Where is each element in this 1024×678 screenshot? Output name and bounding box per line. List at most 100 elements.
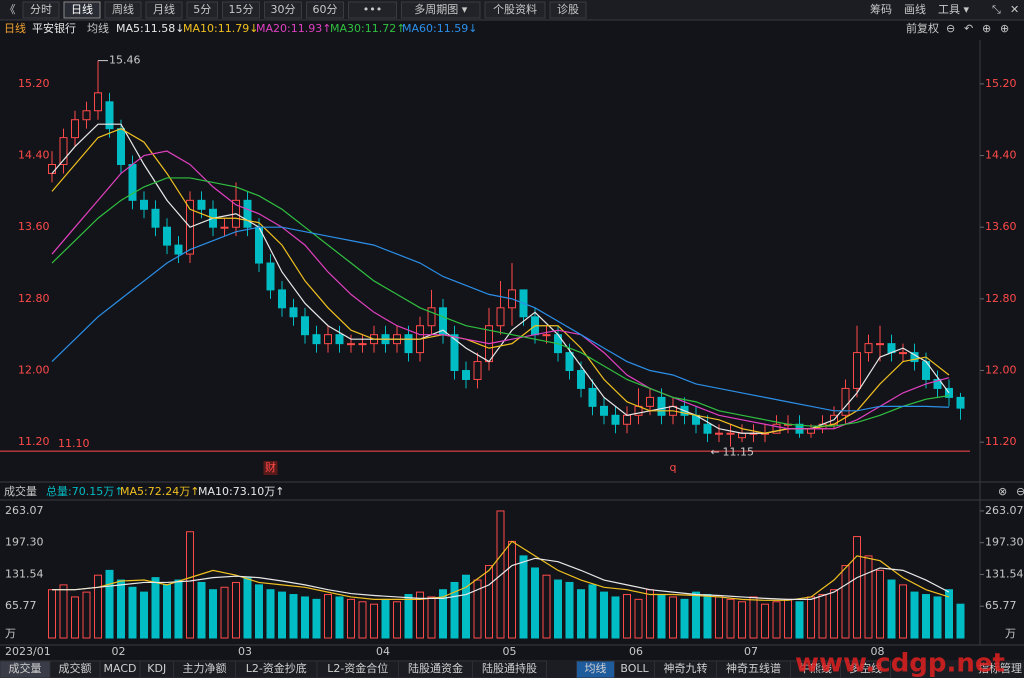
event-marker-bg[interactable] xyxy=(263,461,278,475)
volume-bar xyxy=(370,603,378,639)
volume-bar xyxy=(853,536,861,639)
candle-body xyxy=(772,423,781,434)
adjust-label[interactable]: 前复权 xyxy=(906,21,939,35)
header-icon[interactable]: ⊕ xyxy=(1000,22,1009,35)
tab-label[interactable]: 多空线 xyxy=(849,661,882,675)
volume-bar xyxy=(692,591,700,639)
volume-bar xyxy=(312,598,321,639)
tab[interactable] xyxy=(840,660,891,678)
header-icon[interactable]: ⊖ xyxy=(946,22,955,35)
toolbar-button-label[interactable]: 诊股 xyxy=(557,2,579,16)
toolbar-right-button[interactable]: 筹码 xyxy=(870,2,892,16)
toolbar-button-label[interactable]: 《 xyxy=(5,3,16,16)
candle-body xyxy=(140,199,148,210)
toolbar-button[interactable] xyxy=(63,1,101,19)
toolbar-button[interactable] xyxy=(186,1,218,19)
tab-label[interactable]: 神奇九转 xyxy=(664,661,708,675)
toolbar-button[interactable] xyxy=(104,1,142,19)
toolbar-icon[interactable]: ⤡ xyxy=(992,3,1001,16)
toolbar-button-label[interactable]: 5分 xyxy=(193,3,211,16)
toolbar-button[interactable] xyxy=(401,1,481,19)
volume-bar xyxy=(703,594,712,639)
toolbar-button-label[interactable]: 多周期图 ▾ xyxy=(414,2,467,16)
tab-label[interactable]: L2-资金合位 xyxy=(327,661,388,675)
toolbar-button-label[interactable]: 周线 xyxy=(112,2,134,16)
volume-bar xyxy=(554,579,562,639)
ma-legend: MA20:11.93↑ xyxy=(256,22,331,35)
candle-body xyxy=(956,396,965,409)
y-tick-label: 12.00 xyxy=(985,364,1017,377)
toolbar-button[interactable] xyxy=(222,1,260,19)
toolbar-button[interactable] xyxy=(484,1,546,19)
toolbar-button[interactable] xyxy=(264,1,302,19)
header-icon[interactable]: ↶ xyxy=(964,22,973,35)
volume-bar xyxy=(450,581,459,639)
volume-bar xyxy=(669,596,677,639)
toolbar-button[interactable] xyxy=(306,1,344,19)
toolbar-button[interactable] xyxy=(348,1,397,19)
watermark: www.cdgp.net xyxy=(795,649,1005,678)
header-icon[interactable]: ⊕ xyxy=(982,22,991,35)
stock-name: 平安银行 xyxy=(32,21,76,35)
toolbar-button[interactable] xyxy=(549,1,587,19)
toolbar-button[interactable] xyxy=(145,1,183,19)
tab-label[interactable]: 神奇五线谱 xyxy=(726,661,781,675)
toolbar-right-button[interactable]: 工具 ▾ xyxy=(938,3,969,16)
tab-label[interactable]: 成交量 xyxy=(9,661,42,675)
event-marker[interactable]: q xyxy=(670,461,677,474)
tab-label[interactable]: MACD xyxy=(104,662,137,675)
volume-title: 成交量 xyxy=(4,484,37,498)
ma-legend: MA5:72.24万↑ xyxy=(120,485,199,498)
header-icon[interactable]: ⊖ xyxy=(1016,485,1024,498)
candle-body xyxy=(404,334,413,354)
event-marker[interactable]: 财 xyxy=(265,460,276,474)
y-tick-label: 12.00 xyxy=(18,364,50,377)
toolbar-button-label[interactable]: 60分 xyxy=(313,3,338,16)
candle-body xyxy=(243,199,252,228)
volume-bar xyxy=(531,567,539,639)
volume-bar xyxy=(163,584,171,639)
toolbar-button-label[interactable]: 15分 xyxy=(229,3,254,16)
header-icon[interactable]: ⊗ xyxy=(998,485,1007,498)
ma-label[interactable]: 均线 xyxy=(87,21,109,35)
volume-bar xyxy=(140,591,148,639)
candle-body xyxy=(738,432,746,439)
toolbar-icon[interactable]: ✕ xyxy=(1010,3,1019,16)
volume-bar xyxy=(715,596,723,639)
tab-label[interactable]: 陆股通持股 xyxy=(482,661,537,675)
candle-body xyxy=(197,199,206,210)
volume-bar xyxy=(657,594,666,639)
volume-bar xyxy=(634,598,643,639)
volume-bar xyxy=(738,601,746,639)
toolbar-button-label[interactable]: 30分 xyxy=(271,3,296,16)
volume-bar xyxy=(278,591,286,639)
volume-bar xyxy=(347,598,355,639)
volume-bar xyxy=(335,596,344,639)
tab-label[interactable]: 均线 xyxy=(585,661,607,675)
toolbar-right-button[interactable]: 画线 xyxy=(904,2,926,16)
tab[interactable] xyxy=(472,660,547,678)
toolbar-button-label[interactable]: 分时 xyxy=(30,3,52,16)
volume-unit: 万 xyxy=(5,627,16,640)
tab-label[interactable]: 牛熊线 xyxy=(799,661,832,675)
toolbar-button-label[interactable]: 日线 xyxy=(71,2,93,16)
tab-label[interactable]: L2-资金抄底 xyxy=(246,661,307,675)
toolbar-button-label[interactable]: 个股资料 xyxy=(493,2,537,16)
toolbar-button-label[interactable]: 月线 xyxy=(153,2,175,16)
candle-body xyxy=(577,370,585,389)
ma-line xyxy=(51,150,950,430)
tab-label[interactable]: 成交额 xyxy=(59,661,92,675)
tab-label[interactable]: 主力净额 xyxy=(183,661,227,675)
toolbar-button-label[interactable]: ••• xyxy=(363,3,382,16)
tab-label[interactable]: KDJ xyxy=(147,662,166,675)
tab-label[interactable]: BOLL xyxy=(620,662,649,675)
candle-body xyxy=(726,432,735,435)
candle-body xyxy=(933,378,942,389)
tab-label[interactable]: 陆股通资金 xyxy=(408,661,463,675)
volume-bar xyxy=(646,589,654,639)
volume-bar xyxy=(427,596,436,639)
volume-bar xyxy=(197,581,206,639)
toolbar-button[interactable] xyxy=(22,1,60,19)
ma-line xyxy=(52,540,950,601)
tab-manage[interactable]: 指标管理 xyxy=(978,661,1022,675)
